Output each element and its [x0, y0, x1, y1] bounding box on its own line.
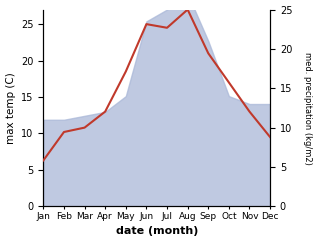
Y-axis label: med. precipitation (kg/m2): med. precipitation (kg/m2) — [303, 52, 313, 164]
X-axis label: date (month): date (month) — [115, 227, 198, 236]
Y-axis label: max temp (C): max temp (C) — [5, 72, 16, 144]
